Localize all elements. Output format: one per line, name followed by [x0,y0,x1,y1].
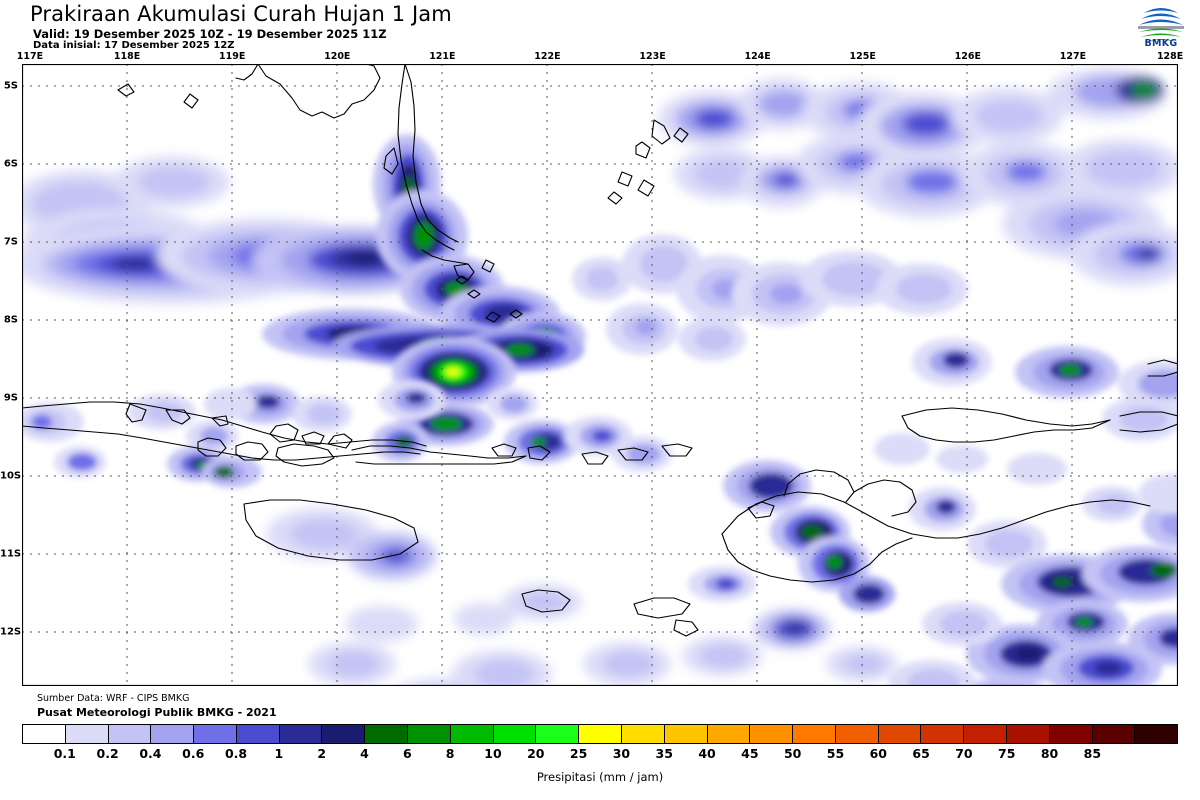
colorbar-cell [108,725,152,743]
lat-tick-label: 12S [0,626,22,638]
lat-tick-label: 7S [3,236,18,248]
bmkg-logo-label: BMKG [1144,38,1178,49]
bmkg-logo-icon [1138,8,1184,42]
colorbar-cell [65,725,109,743]
colorbar-tick-label: 30 [612,746,631,761]
lon-tick-label: 121E [429,51,456,62]
colorbar-cell [750,725,794,743]
colorbar-ticks: 0.1 0.2 0.4 0.6 0.8 1 2 4 6 8 10 20 25 30 35 40 45 50 55 60… [22,746,1178,762]
lon-tick-label: 122E [534,51,561,62]
colorbar-cell [621,725,665,743]
coastlines [22,64,1178,637]
colorbar-tick-label: 65 [912,746,930,761]
colorbar-cell [707,725,751,743]
colorbar-cell [835,725,879,743]
lon-tick-label: 128E [1156,51,1184,62]
colorbar-tick-label: 8 [445,746,455,761]
colorbar-tick-label: 75 [998,746,1016,761]
lon-tick-label: 120E [324,51,351,62]
colorbar-cell [493,725,537,743]
lat-tick-label: 8S [3,314,18,326]
lon-tick-label: 118E [113,51,141,62]
colorbar-cell [279,725,323,743]
lat-tick-label: 6S [3,158,18,170]
colorbar-tick-label: 6 [402,746,412,761]
lon-tick-label: 125E [849,51,876,62]
colorbar-tick-label: 60 [869,746,887,761]
colorbar-cell [1049,725,1093,743]
lon-tick-label: 117E [16,51,44,62]
colorbar-cell [1092,725,1136,743]
header: Prakiraan Akumulasi Curah Hujan 1 Jam Va… [0,0,1200,52]
colorbar-tick-label: 40 [698,746,716,761]
lon-tick-label: 123E [639,51,666,62]
colorbar-tick-label: 0.2 [96,746,119,761]
colorbar-caption: Presipitasi (mm / jam) [536,770,664,784]
colorbar[interactable] [22,724,1178,744]
colorbar-cell [878,725,922,743]
colorbar-tick-label: 0.1 [53,746,76,761]
colorbar-tick-label: 70 [955,746,973,761]
colorbar-cell [964,725,1007,743]
colorbar-cell [921,725,965,743]
colorbar-cell [151,725,195,743]
colorbar-tick-label: 80 [1040,746,1059,761]
colorbar-cell [322,725,366,743]
colorbar-tick-label: 85 [1083,746,1102,761]
colorbar-cell [236,725,280,743]
lat-tick-label: 5S [3,80,18,92]
colorbar-tick-label: 2 [317,746,327,761]
colorbar-cell [23,725,66,743]
colorbar-cell [793,725,836,743]
lat-tick-label: 11S [0,548,22,560]
colorbar-cell [536,725,580,743]
colorbar-cell [579,725,622,743]
colorbar-tick-label: 4 [360,746,369,761]
lat-tick-label: 9S [3,392,18,404]
colorbar-cell [450,725,494,743]
colorbar-cell [1135,725,1178,743]
colorbar-tick-label: 55 [826,746,845,761]
colorbar-cell [194,725,237,743]
colorbar-cell [1006,725,1050,743]
colorbar-cell [365,725,409,743]
graticule-grid [22,64,1178,686]
colorbar-tick-label: 50 [783,746,802,761]
page-title: Prakiraan Akumulasi Curah Hujan 1 Jam [30,2,452,26]
colorbar-tick-label: 20 [527,746,545,761]
colorbar-tick-label: 0.8 [224,746,248,761]
colorbar-tick-label: 0.6 [182,746,205,761]
colorbar-tick-label: 1 [274,746,284,761]
lon-tick-label: 126E [954,51,981,62]
colorbar-tick-label: 0.4 [139,746,162,761]
colorbar-cell [664,725,708,743]
lon-tick-label: 124E [744,51,771,62]
colorbar-cell [408,725,451,743]
initial-data-text: Data inisial: 17 Desember 2025 12Z [33,40,235,51]
colorbar-tick-label: 45 [741,746,759,761]
lat-tick-label: 10S [0,470,22,482]
lon-tick-label: 127E [1059,51,1087,62]
colorbar-tick-label: 10 [484,746,502,761]
colorbar-tick-label: 25 [569,746,588,761]
lon-tick-label: 119E [219,51,246,62]
colorbar-tick-label: 35 [655,746,673,761]
data-source-text: Sumber Data: WRF - CIPS BMKG [37,693,190,704]
precipitation-map[interactable] [22,64,1178,686]
valid-period-text: Valid: 19 Desember 2025 10Z - 19 Desembe… [33,27,387,41]
publisher-text: Pusat Meteorologi Publik BMKG - 2021 [37,706,277,719]
